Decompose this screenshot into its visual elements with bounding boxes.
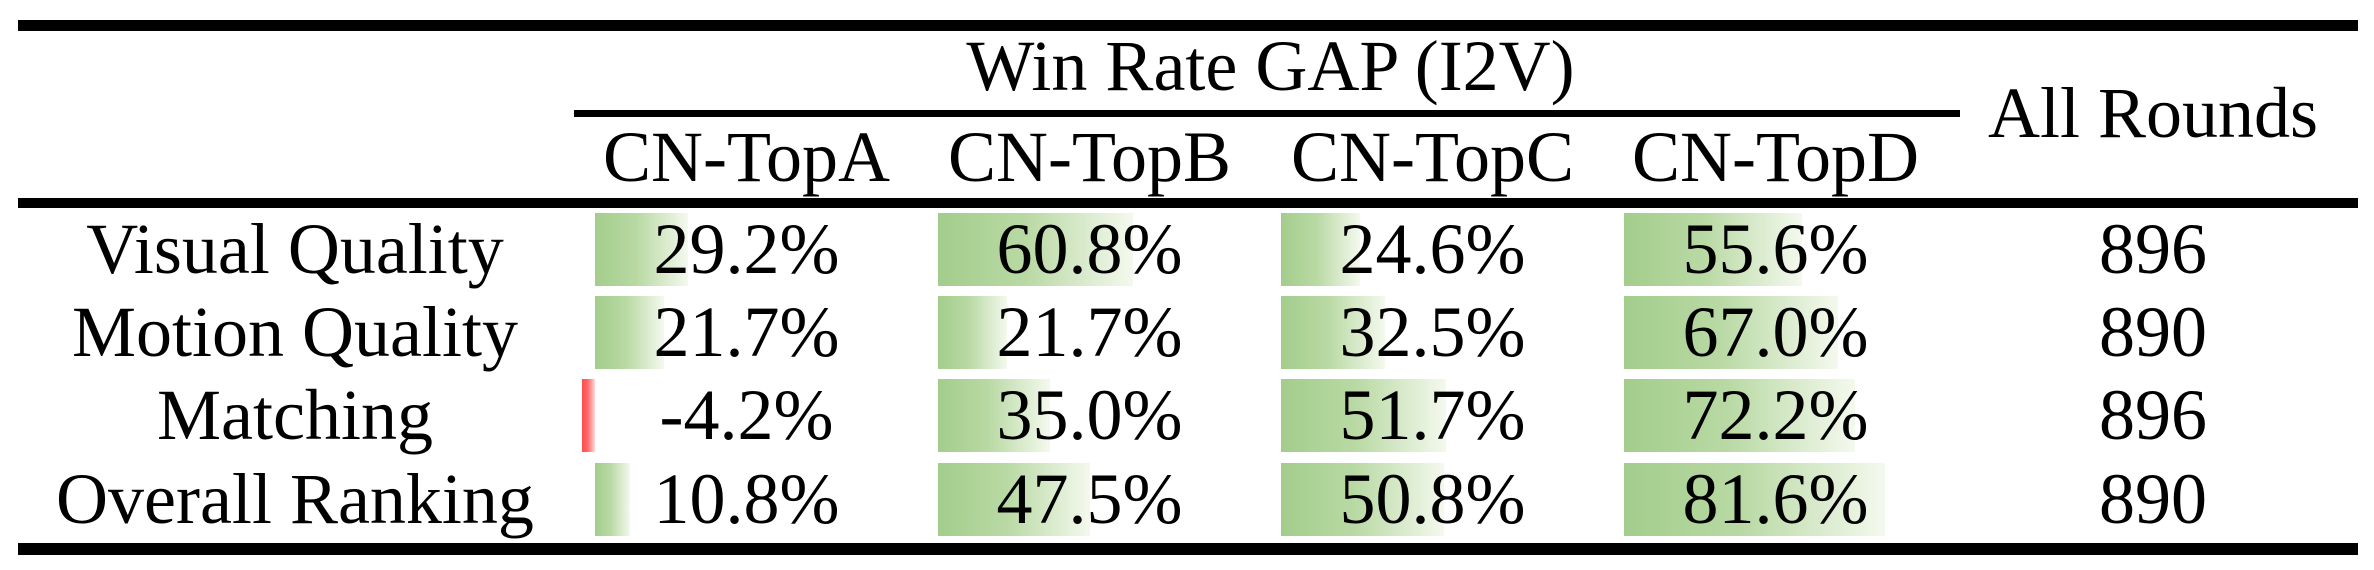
all-rounds-cell: 890: [2099, 459, 2207, 539]
cell-value: -4.2%: [659, 375, 834, 455]
column-header-cn-topb: CN-TopB: [948, 116, 1231, 197]
cell-value: 72.2%: [1682, 375, 1869, 455]
data-cell: 29.2%: [575, 208, 918, 291]
column-header-all-rounds: All Rounds: [1987, 72, 2319, 153]
column-header-cn-topc: CN-TopC: [1291, 116, 1574, 197]
win-rate-bar: [1624, 463, 1886, 536]
cell-value: 55.6%: [1682, 209, 1869, 289]
win-rate-bar: [1624, 213, 1802, 286]
win-rate-bar: [1281, 463, 1444, 536]
win-rate-bar: [1624, 379, 1856, 452]
win-rate-bar: [595, 213, 689, 286]
data-cell: 50.8%: [1261, 458, 1604, 541]
cell-value: 35.0%: [996, 375, 1183, 455]
table-row: Matching -4.2% 35.0% 51.7% 72.2% 896: [0, 374, 2374, 457]
data-cell: 72.2%: [1604, 374, 1947, 457]
cell-value: 32.5%: [1339, 292, 1526, 372]
all-rounds-cell: 890: [2099, 292, 2207, 372]
cell-value: 47.5%: [996, 459, 1183, 539]
cell-value: 10.8%: [653, 459, 840, 539]
win-rate-bar: [938, 379, 1050, 452]
table-row: Overall Ranking 10.8% 47.5% 50.8% 81.6% …: [0, 458, 2374, 541]
win-rate-bar: [938, 296, 1008, 369]
column-group-title: Win Rate GAP (I2V): [966, 25, 1575, 106]
top-rule: [18, 20, 2358, 31]
win-rate-bar: [595, 296, 665, 369]
bottom-rule: [18, 543, 2358, 555]
win-rate-bar: [938, 213, 1133, 286]
win-rate-bar: [595, 463, 630, 536]
data-cell: -4.2%: [575, 374, 918, 457]
data-cell: 21.7%: [575, 291, 918, 374]
win-rate-bar: [1624, 296, 1839, 369]
table-row: Motion Quality 21.7% 21.7% 32.5% 67.0% 8…: [0, 291, 2374, 374]
data-cell: 10.8%: [575, 458, 918, 541]
row-label: Overall Ranking: [56, 459, 534, 539]
data-cell: 47.5%: [918, 458, 1261, 541]
data-cell: 21.7%: [918, 291, 1261, 374]
table-row: Visual Quality 29.2% 60.8% 24.6% 55.6% 8…: [0, 208, 2374, 291]
cell-value: 29.2%: [653, 209, 840, 289]
win-rate-bar: [938, 463, 1090, 536]
all-rounds-cell: 896: [2099, 209, 2207, 289]
data-cell: 24.6%: [1261, 208, 1604, 291]
data-cell: 35.0%: [918, 374, 1261, 457]
win-rate-bar-negative: [581, 379, 595, 452]
data-cell: 60.8%: [918, 208, 1261, 291]
data-cell: 67.0%: [1604, 291, 1947, 374]
cell-value: 67.0%: [1682, 292, 1869, 372]
row-label: Visual Quality: [86, 209, 504, 289]
data-cell: 81.6%: [1604, 458, 1947, 541]
cell-value: 21.7%: [653, 292, 840, 372]
data-cell: 55.6%: [1604, 208, 1947, 291]
cell-value: 51.7%: [1339, 375, 1526, 455]
header-cmidrule: [574, 110, 1960, 117]
cell-value: 81.6%: [1682, 459, 1869, 539]
cell-value: 50.8%: [1339, 459, 1526, 539]
cell-value: 24.6%: [1339, 209, 1526, 289]
cell-value: 21.7%: [996, 292, 1183, 372]
data-cell: 32.5%: [1261, 291, 1604, 374]
cell-value: 60.8%: [996, 209, 1183, 289]
win-rate-bar: [1281, 213, 1360, 286]
row-label: Matching: [157, 375, 433, 455]
column-header-cn-topd: CN-TopD: [1632, 116, 1919, 197]
data-cell: 51.7%: [1261, 374, 1604, 457]
win-rate-bar: [1281, 379, 1447, 452]
row-label: Motion Quality: [72, 292, 518, 372]
all-rounds-cell: 896: [2099, 375, 2207, 455]
header-bottom-rule: [18, 198, 2358, 208]
win-rate-bar: [1281, 296, 1385, 369]
column-header-cn-topa: CN-TopA: [603, 116, 890, 197]
